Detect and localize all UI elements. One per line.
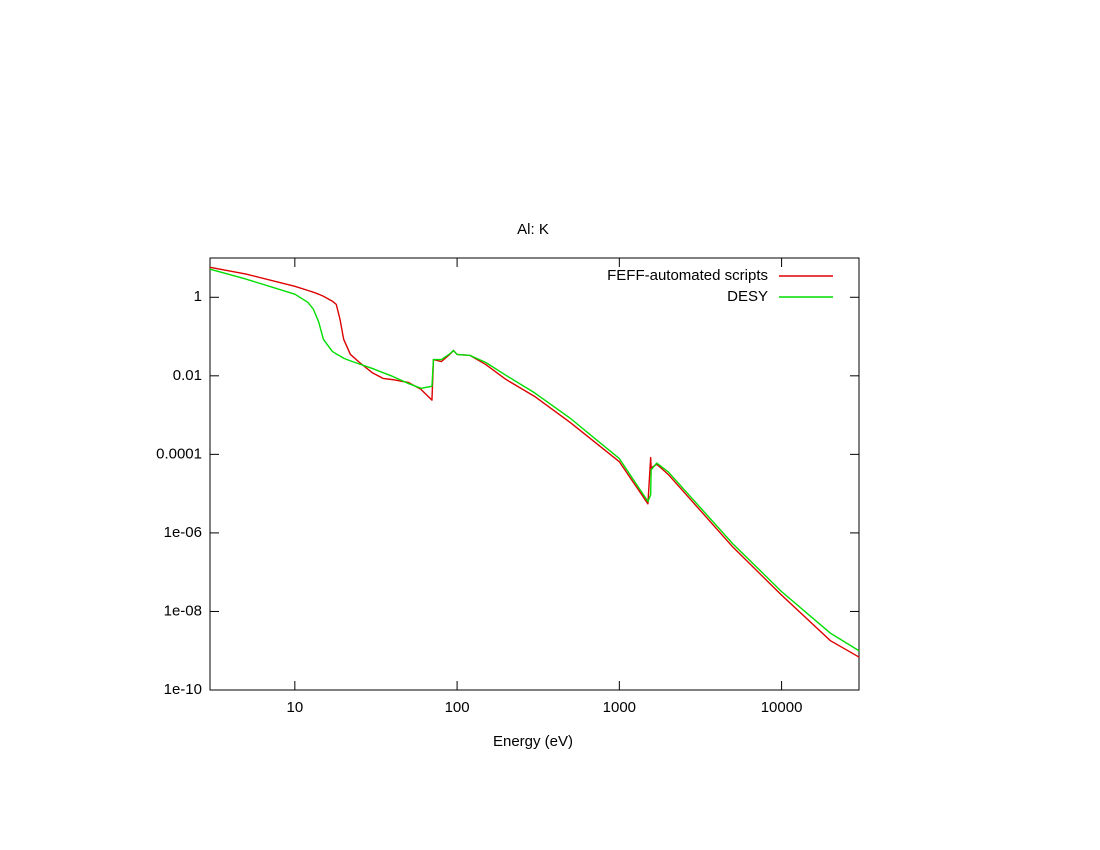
legend-label: FEFF-automated scripts: [607, 267, 768, 284]
y-tick-label: 1e-08: [164, 602, 202, 619]
y-tick-label: 1e-06: [164, 524, 202, 541]
y-tick-label: 0.01: [173, 367, 202, 384]
y-tick-label: 1e-10: [164, 681, 202, 698]
series-line: [209, 268, 860, 652]
y-tick-label: 0.0001: [156, 445, 202, 462]
x-tick-label: 10: [286, 699, 303, 716]
x-tick-label: 1000: [603, 699, 636, 716]
plot-frame: [209, 257, 860, 691]
x-tick-label: 100: [445, 699, 470, 716]
x-axis-label: Energy (eV): [493, 733, 573, 750]
legend-label: DESY: [727, 288, 768, 305]
chart-title: Al: K: [517, 221, 549, 238]
series-line: [209, 266, 860, 658]
x-tick-label: 10000: [761, 699, 803, 716]
y-tick-label: 1: [194, 288, 202, 305]
